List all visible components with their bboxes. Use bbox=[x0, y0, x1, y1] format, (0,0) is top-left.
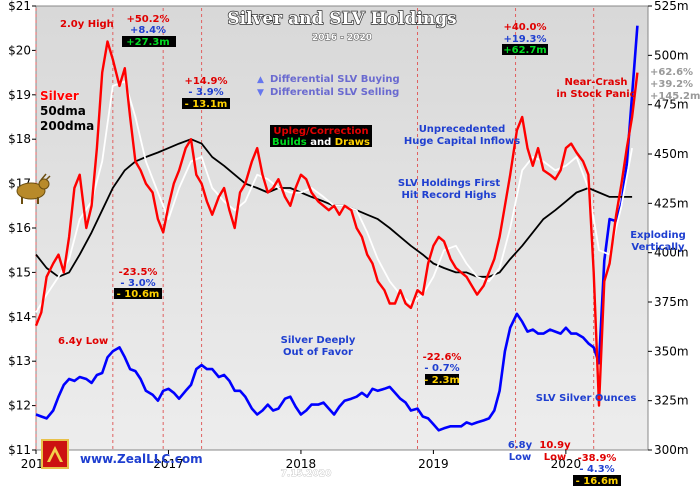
slv-label: SLV Silver Ounces bbox=[536, 393, 637, 404]
chart-date: 7.15.2020 bbox=[281, 469, 332, 479]
upleg-line2: Builds and Draws bbox=[272, 137, 370, 148]
y-right-tick-label: 475m bbox=[654, 98, 689, 112]
rally3-line1: +40.0% bbox=[503, 22, 546, 33]
x-tick-label: 2017 bbox=[153, 457, 184, 471]
inflows-line2: Huge Capital Inflows bbox=[404, 136, 520, 147]
rally3-line2: +19.3% bbox=[503, 34, 546, 45]
exploding-line1: Exploding bbox=[630, 230, 686, 241]
rally1-line2: +8.4% bbox=[130, 25, 166, 36]
zeal-url: www.ZealLLC.com bbox=[80, 452, 203, 466]
corr2-line3: - 2.3m bbox=[424, 375, 460, 386]
exploding-line2: Vertically bbox=[631, 242, 685, 253]
y-left-tick-label: $15 bbox=[8, 265, 31, 279]
legend-200dma: 200dma bbox=[40, 119, 94, 133]
x-tick-label: 2019 bbox=[418, 457, 449, 471]
rally1-line3: +27.3m bbox=[126, 37, 169, 48]
chart-title: Silver and SLV Holdings bbox=[227, 9, 456, 29]
low109-line2: Low bbox=[544, 452, 566, 463]
y-left-tick-label: $16 bbox=[8, 221, 31, 235]
corr1-line2: - 3.0% bbox=[120, 278, 155, 289]
y-left-tick-label: $11 bbox=[8, 443, 31, 457]
chart-subtitle: 2016 - 2020 bbox=[312, 33, 372, 43]
corr2-line1: -22.6% bbox=[423, 352, 462, 363]
series-slv-silver-ounces bbox=[35, 25, 639, 432]
sell-triangle-icon: ▼ bbox=[257, 88, 264, 98]
y-left-tick-label: $19 bbox=[8, 88, 31, 102]
rally1-line1: +50.2% bbox=[126, 14, 169, 25]
crash-line3: - 16.6m bbox=[576, 476, 619, 487]
y-right-tick-label: 375m bbox=[654, 295, 689, 309]
x-tick-label: 2018 bbox=[286, 457, 317, 471]
upleg-line1: Upleg/Correction bbox=[273, 126, 368, 137]
low2016-label: 6.4y Low bbox=[58, 336, 108, 347]
record-line1: SLV Holdings First bbox=[398, 178, 501, 189]
legend-50dma: 50dma bbox=[40, 104, 86, 118]
y-left-tick-label: $18 bbox=[8, 132, 31, 146]
y-right-ticks: 300m 325m 350m 375m 400m 425m 450m 475m 500m 525m bbox=[648, 0, 689, 457]
corr1-line3: - 10.6m bbox=[117, 289, 160, 300]
y-left-tick-label: $13 bbox=[8, 354, 31, 368]
legend-buy: Differential SLV Buying bbox=[270, 74, 400, 85]
y-right-tick-label: 500m bbox=[654, 48, 689, 62]
corr1-line1: -23.5% bbox=[119, 267, 158, 278]
crash-line1: -38.9% bbox=[578, 453, 617, 464]
series-lines bbox=[34, 25, 639, 432]
low68-line2: Low bbox=[509, 452, 531, 463]
legend-sell: Differential SLV Selling bbox=[270, 87, 399, 98]
crash-line2: - 4.3% bbox=[579, 464, 614, 475]
y-left-tick-label: $20 bbox=[8, 43, 31, 57]
y-right-tick-label: 425m bbox=[654, 196, 689, 210]
corr2-line2: - 0.7% bbox=[424, 363, 459, 374]
y-right-tick-label: 300m bbox=[654, 443, 689, 457]
inflows-line1: Unprecedented bbox=[419, 124, 506, 135]
high2016-label: 2.0y High bbox=[60, 19, 114, 30]
rally2-line1: +14.9% bbox=[184, 76, 227, 87]
series-silver bbox=[34, 40, 639, 407]
rally2-line3: - 13.1m bbox=[185, 99, 228, 110]
legend-silver: Silver bbox=[40, 89, 79, 103]
bull-icon bbox=[16, 173, 51, 204]
near-crash-line2: in Stock Panic bbox=[556, 89, 635, 100]
out-of-favor-line1: Silver Deeply bbox=[281, 335, 356, 346]
right-gains-line1: +62.6% bbox=[650, 67, 693, 78]
guide-lines bbox=[35, 8, 595, 450]
right-gains-line2: +39.2% bbox=[650, 79, 693, 90]
y-left-tick-label: $21 bbox=[8, 0, 31, 13]
y-right-tick-label: 325m bbox=[654, 394, 689, 408]
low68-line1: 6.8y bbox=[508, 440, 533, 451]
x-tick-label: 2020 bbox=[551, 457, 582, 471]
y-right-tick-label: 350m bbox=[654, 344, 689, 358]
out-of-favor-line2: Out of Favor bbox=[283, 347, 353, 358]
record-line2: Hit Record Highs bbox=[402, 190, 497, 201]
y-right-tick-label: 400m bbox=[654, 246, 689, 260]
rally2-line2: - 3.9% bbox=[188, 87, 223, 98]
y-right-tick-label: 450m bbox=[654, 147, 689, 161]
low109-line1: 10.9y bbox=[539, 440, 571, 451]
near-crash-line1: Near-Crash bbox=[564, 77, 627, 88]
rally3-line3: +62.7m bbox=[503, 45, 546, 56]
right-gains-line3: +145.2m bbox=[650, 91, 700, 102]
y-left-tick-label: $14 bbox=[8, 310, 31, 324]
buy-triangle-icon: ▲ bbox=[257, 75, 264, 85]
y-right-tick-label: 525m bbox=[654, 0, 689, 13]
zeal-logo bbox=[41, 439, 69, 469]
y-left-tick-label: $12 bbox=[8, 399, 31, 413]
plot-background bbox=[35, 5, 649, 451]
y-left-ticks: $11$12$13$14$15$16$17$18$19$20$21 bbox=[8, 0, 36, 457]
